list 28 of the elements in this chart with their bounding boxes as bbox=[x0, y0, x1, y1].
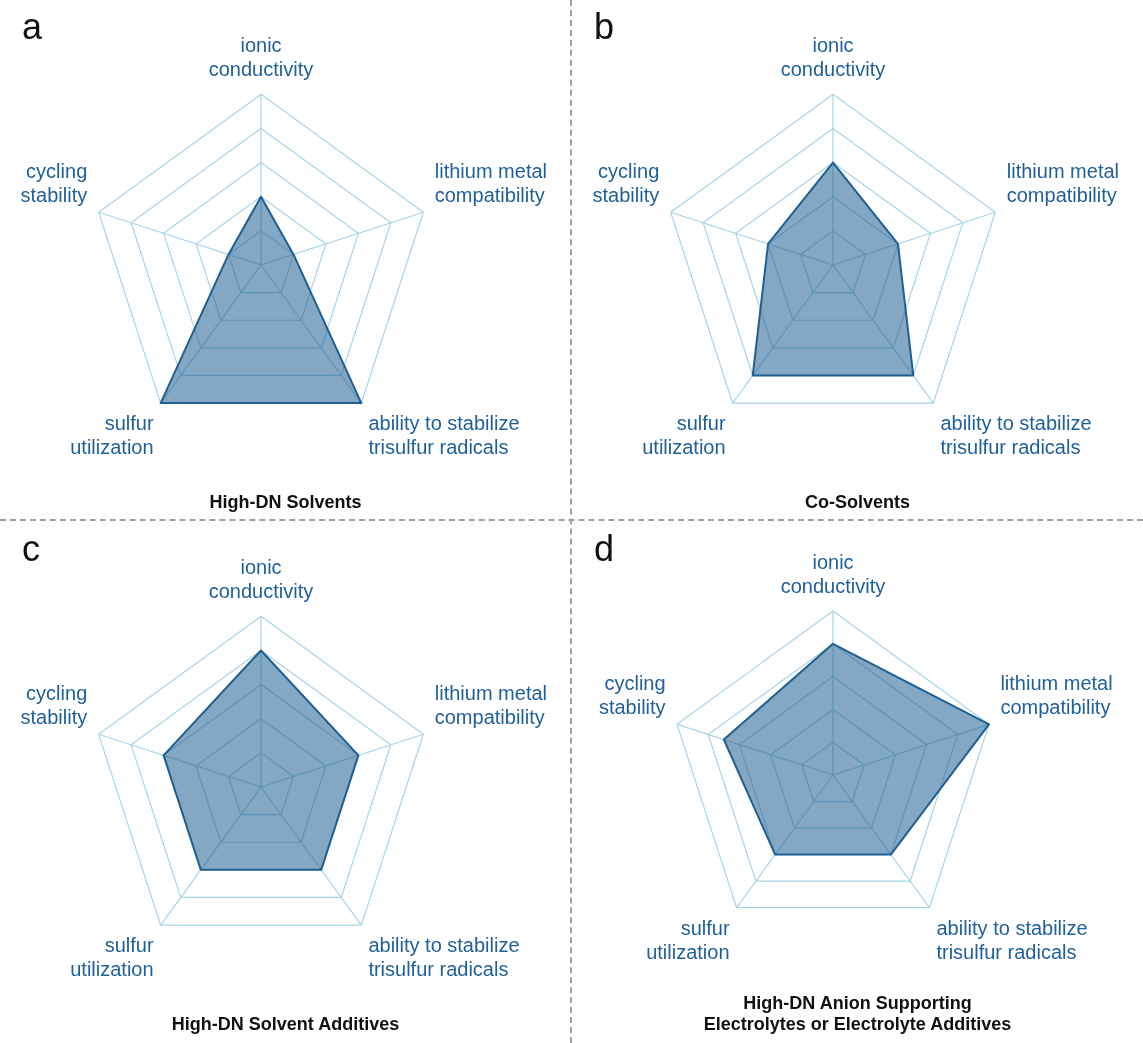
spoke-label: ability to stabilize trisulfur radicals bbox=[368, 934, 520, 981]
spoke-label: cycling stability bbox=[592, 160, 660, 207]
text: a bbox=[22, 6, 43, 48]
spoke-label: lithium metal compatibility bbox=[1006, 160, 1120, 207]
spoke-label: ionic conductivity bbox=[780, 550, 886, 597]
spoke-label: sulfur utilization bbox=[646, 916, 730, 963]
spoke-label: ability to stabilize trisulfur radicals bbox=[940, 412, 1092, 459]
spoke-label: lithium metal compatibility bbox=[434, 160, 548, 207]
text: c bbox=[22, 528, 40, 570]
spoke-label: ability to stabilize trisulfur radicals bbox=[936, 916, 1088, 963]
spoke-label: cycling stability bbox=[20, 160, 88, 207]
text: High-DN Solvent Additives bbox=[171, 1014, 400, 1035]
spoke-label: ionic conductivity bbox=[780, 33, 886, 80]
spoke-label: ionic conductivity bbox=[208, 555, 314, 602]
spoke-label: lithium metal compatibility bbox=[434, 682, 548, 729]
spoke-label: sulfur utilization bbox=[70, 412, 154, 459]
text: High-DN Solvents bbox=[209, 492, 362, 513]
spoke-label: sulfur utilization bbox=[70, 934, 154, 981]
text: High-DN Anion Supporting Electrolytes or Electrolyte Additives bbox=[703, 992, 1012, 1035]
spoke-label: cycling stability bbox=[598, 672, 666, 719]
text: b bbox=[594, 6, 615, 48]
spoke-label: ionic conductivity bbox=[208, 33, 314, 80]
spoke-label: ability to stabilize trisulfur radicals bbox=[368, 412, 520, 459]
spoke-label: lithium metal compatibility bbox=[1000, 672, 1113, 719]
text: d bbox=[594, 528, 615, 570]
spoke-label: cycling stability bbox=[20, 682, 88, 729]
spoke-label: sulfur utilization bbox=[642, 412, 726, 459]
text: Co-Solvents bbox=[804, 492, 911, 513]
